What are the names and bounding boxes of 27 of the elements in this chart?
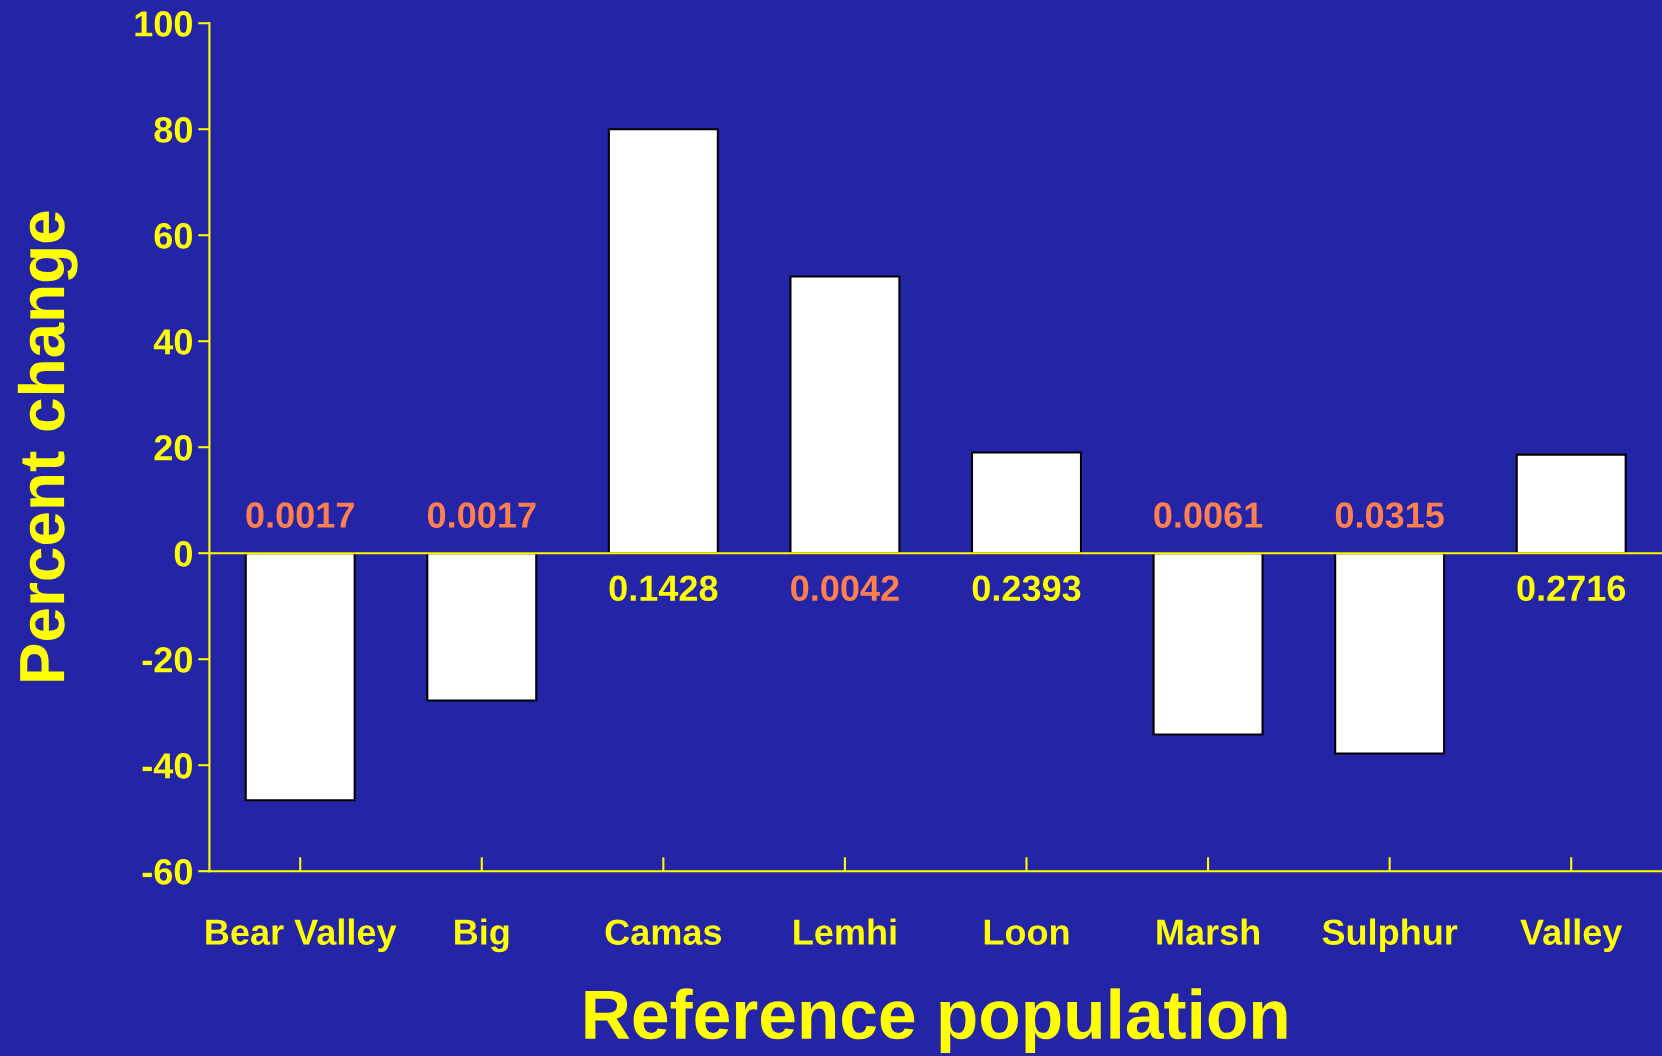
x-tick-label: Marsh — [1157, 918, 1260, 945]
y-tick-label: 0 — [174, 541, 192, 567]
annotation: 0.0042 — [791, 575, 899, 602]
x-tick-label: Valley — [1520, 918, 1623, 953]
annotation: 0.0017 — [246, 502, 354, 528]
y-tick-label: 80 — [154, 117, 192, 143]
y-tick-label: 40 — [153, 329, 192, 355]
y-tick-label: -20 — [142, 647, 192, 673]
annotation: 0.0017 — [427, 502, 536, 528]
annotation: 0.2393 — [972, 575, 1081, 602]
y-tick-label: 20 — [154, 435, 192, 461]
annotation: 0.1428 — [609, 575, 718, 602]
x-tick-label: Camas — [605, 919, 722, 945]
y-tick-label: -60 — [142, 859, 192, 885]
x-tick-label: Big — [455, 918, 509, 953]
y-tick-label: 100 — [135, 11, 192, 37]
annotation: 0.0061 — [1154, 502, 1263, 528]
annotation: 0.0315 — [1335, 502, 1444, 528]
x-axis-title: Reference population — [585, 988, 1287, 1054]
y-tick-label: 60 — [154, 223, 192, 249]
annotation: 0.2716 — [1517, 575, 1626, 602]
y-tick-label: -40 — [142, 753, 192, 779]
y-axis-title: Percent change — [17, 211, 78, 681]
x-tick-label: Bear Valley — [206, 918, 397, 953]
x-tick-label: Lemhi — [794, 918, 896, 945]
x-tick-label: Loon — [984, 919, 1069, 945]
x-tick-label: Sulphur — [1322, 918, 1458, 953]
